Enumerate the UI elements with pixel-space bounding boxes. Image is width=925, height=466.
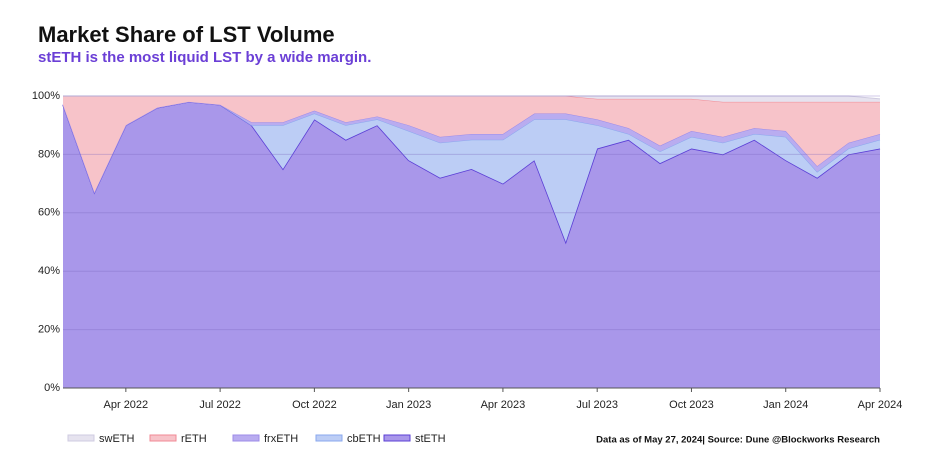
y-tick-label: 0%: [44, 382, 60, 394]
x-tick-label: Jan 2024: [763, 399, 808, 411]
legend-label: frxETH: [264, 433, 298, 445]
chart-subtitle: stETH is the most liquid LST by a wide m…: [38, 49, 371, 66]
legend-label: stETH: [415, 433, 446, 445]
x-tick-label: Oct 2023: [669, 399, 714, 411]
x-tick-label: Apr 2024: [858, 399, 903, 411]
legend-swatch: [232, 434, 260, 442]
legend-swatch: [67, 434, 95, 442]
x-tick-label: Jul 2023: [576, 399, 618, 411]
legend-label: swETH: [99, 433, 135, 445]
x-tick-label: Apr 2022: [104, 399, 149, 411]
area: [63, 101, 880, 193]
legend-swatch: [315, 434, 343, 442]
area-edge: [63, 95, 881, 100]
area: [63, 96, 880, 102]
y-tick-label: 60%: [38, 207, 60, 219]
source-note: Data as of May 27, 2024| Source: Dune @B…: [596, 435, 880, 446]
area: [63, 101, 880, 242]
y-tick-label: 80%: [38, 148, 60, 160]
y-tick-label: 40%: [38, 265, 60, 277]
legend-label: cbETH: [347, 433, 381, 445]
y-tick-label: 20%: [38, 324, 60, 336]
x-tick-label: Jul 2022: [199, 399, 241, 411]
x-tick-label: Jan 2023: [386, 399, 431, 411]
legend-swatch: [383, 434, 411, 442]
area: [63, 96, 880, 193]
y-tick-label: 100%: [32, 90, 60, 102]
x-tick-label: Apr 2023: [481, 399, 526, 411]
chart-title: Market Share of LST Volume: [38, 22, 335, 47]
legend-swatch: [149, 434, 177, 442]
area: [63, 101, 880, 388]
legend-label: rETH: [181, 433, 207, 445]
x-tick-label: Oct 2022: [292, 399, 337, 411]
